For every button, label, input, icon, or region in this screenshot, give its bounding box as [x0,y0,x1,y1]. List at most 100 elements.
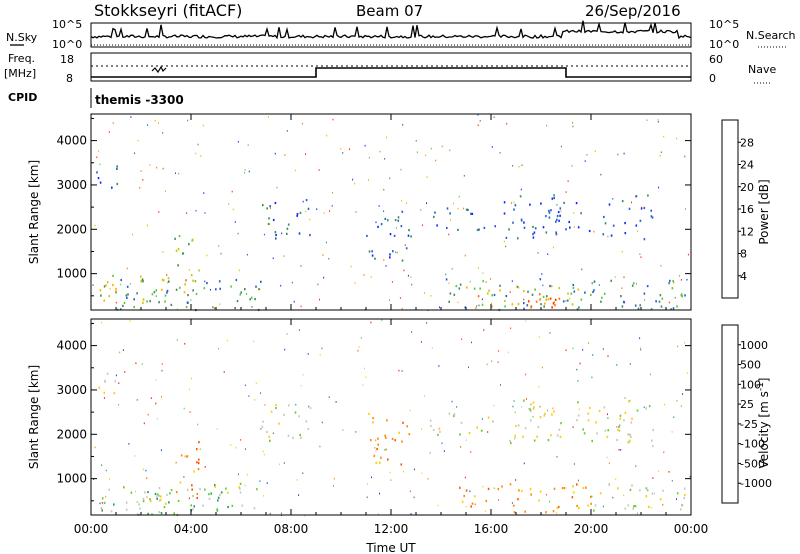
echo-cell [331,205,333,207]
echo-cell [681,295,683,298]
echo-cell [573,290,576,293]
echo-cell [512,221,514,224]
echo-cell [267,222,270,226]
echo-cell [151,513,153,516]
echo-cell [608,483,610,486]
echo-cell [512,405,514,408]
echo-cell [529,203,531,206]
echo-cell [375,439,377,442]
echo-cell [449,212,451,215]
echo-cell [532,416,534,418]
echo-cell [239,487,241,490]
echo-cell [302,374,304,376]
echo-cell [101,502,103,504]
echo-cell [255,285,257,288]
echo-cell [278,422,280,425]
echo-cell [268,435,270,438]
echo-cell [512,504,515,507]
echo-cell [386,419,388,422]
nsky-label: N.Sky [6,31,38,44]
echo-cell [246,293,248,295]
echo-cell [684,341,685,344]
echo-cell [572,286,575,290]
echo-cell [547,253,549,255]
echo-cell [460,421,463,424]
echo-cell [578,306,580,309]
echo-cell [147,512,149,515]
echo-cell [199,487,201,491]
echo-cell [321,347,323,350]
echo-cell [274,231,277,234]
echo-cell [680,293,683,296]
echo-cell [215,288,217,291]
echo-cell [235,446,237,449]
echo-cell [539,416,542,419]
echo-cell [439,430,441,433]
echo-cell [141,363,143,365]
echo-cell [537,426,540,429]
echo-cell [370,276,372,278]
echo-cell [600,173,602,176]
echo-cell [248,170,250,173]
echo-cell [230,285,232,288]
echo-cell [426,176,428,178]
echo-cell [340,148,342,150]
velocity-colorbar-label-sup: -1 [756,382,766,391]
echo-cell [298,415,300,418]
echo-cell [128,443,130,445]
echo-cell [477,124,479,127]
echo-cell [578,506,580,510]
echo-cell [471,341,472,344]
echo-cell [396,251,398,254]
echo-cell [300,265,302,267]
echo-cell [647,194,649,197]
echo-cell [200,155,202,157]
echo-cell [427,478,429,480]
echo-cell [436,224,438,227]
echo-cell [177,248,180,251]
echo-cell [298,494,300,496]
echo-cell [602,348,604,350]
echo-cell [558,428,561,431]
echo-cell [572,283,575,287]
echo-cell [485,281,487,283]
echo-cell [618,429,621,432]
echo-cell [465,505,467,508]
echo-cell [543,305,545,308]
echo-cell [101,321,102,324]
echo-cell [214,484,216,487]
echo-cell [249,298,251,301]
echo-cell [604,222,607,225]
echo-cell [105,469,107,472]
echo-cell [603,406,606,409]
echo-cell [272,218,275,222]
echo-cell [143,422,145,425]
echo-cell [119,308,122,311]
echo-cell [196,448,198,451]
echo-cell [100,294,102,297]
echo-cell [149,498,151,501]
echo-cell [231,190,233,193]
echo-cell [275,406,277,410]
echo-cell [636,283,637,285]
echo-cell [280,512,282,515]
radar-title: Stokkseyri (fitACF) [94,1,242,20]
echo-cell [627,504,630,507]
echo-cell [506,122,508,125]
echo-cell [523,399,525,402]
echo-cell [283,413,285,416]
echo-cell [555,512,557,514]
echo-cell [258,288,260,291]
echo-cell [584,160,586,162]
echo-cell [101,509,103,512]
echo-cell [260,428,262,430]
echo-cell [274,201,277,205]
echo-cell [608,462,610,465]
echo-cell [332,191,333,194]
echo-cell [145,469,147,472]
echo-cell [651,439,653,442]
echo-cell [655,300,657,303]
velocity-echoes [93,319,691,517]
echo-cell [560,210,562,212]
echo-cell [401,259,404,262]
